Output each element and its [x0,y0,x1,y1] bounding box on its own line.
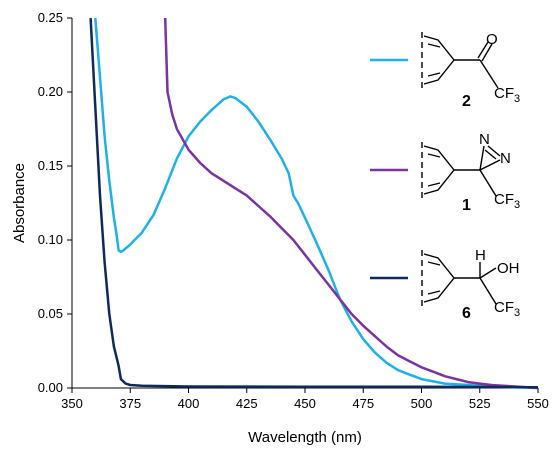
y-ticks: 0.00 0.05 0.10 0.15 0.20 0.25 [38,10,72,395]
x-ticks: 350 375 400 425 450 475 500 525 550 [61,388,549,411]
x-tick-label: 375 [119,396,141,411]
x-tick-label: 525 [469,396,491,411]
y-tick-label: 0.15 [38,158,63,173]
structure-1-n-top: N [479,131,490,148]
y-tick-label: 0.20 [38,84,63,99]
x-tick-label: 450 [294,396,316,411]
legend-entry-2: O 2 CF3 [370,31,520,110]
structure-6-label: 6 [462,305,471,322]
structure-1-label: 1 [462,197,471,214]
structure-6-cf3: CF3 [494,299,520,319]
x-tick-label: 475 [352,396,374,411]
structure-1-n-right: N [500,150,511,167]
structure-1-icon [421,142,501,202]
x-tick-label: 425 [236,396,258,411]
structure-1-cf3: CF3 [494,191,520,211]
y-tick-label: 0.10 [38,232,63,247]
y-tick-label: 0.25 [38,10,63,25]
structure-6-h: H [475,247,486,264]
x-tick-label: 400 [178,396,200,411]
y-tick-label: 0.00 [38,380,63,395]
structure-6-oh: OH [497,260,520,277]
x-tick-label: 550 [527,396,549,411]
structure-2-label: 2 [462,93,471,110]
structure-2-oxygen: O [486,31,498,48]
x-axis-title: Wavelength (nm) [248,429,362,446]
series-line-1 [163,17,539,390]
structure-6-icon [421,250,497,310]
x-tick-label: 350 [61,396,83,411]
series-lines [89,17,539,390]
legend-entry-1: N N 1 CF3 [370,131,520,214]
legend: O 2 CF3 N N 1 CF3 [370,31,520,322]
y-axis-title: Absorbance [11,163,28,243]
legend-entry-6: H OH 6 CF3 [370,247,520,322]
x-tick-label: 500 [411,396,433,411]
y-tick-label: 0.05 [38,306,63,321]
structure-2-icon [421,32,499,92]
structure-2-cf3: CF3 [494,85,520,105]
series-line-2 [94,17,539,390]
series-line-6 [89,17,539,389]
